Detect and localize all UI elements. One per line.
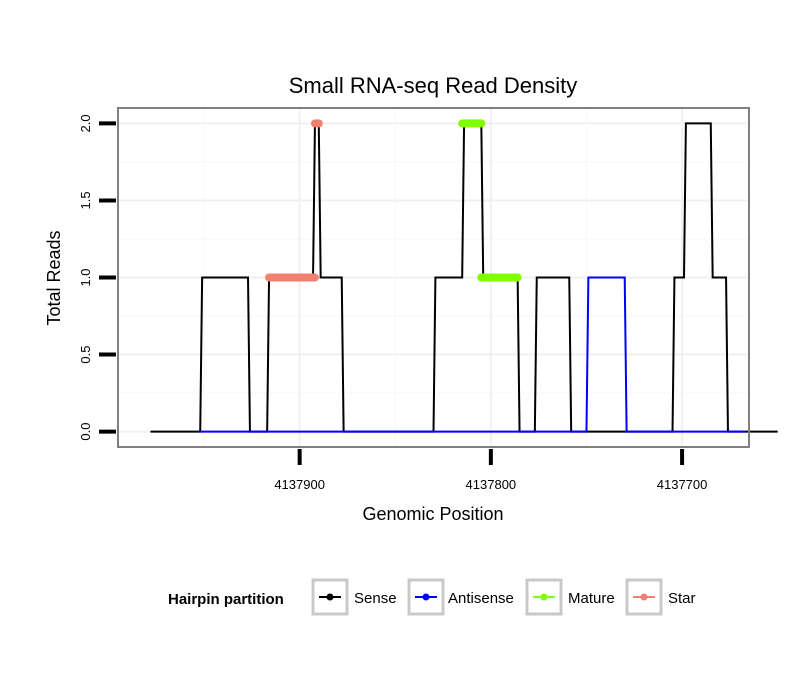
legend-items: Sense Antisense Mature Star [311,578,696,616]
y-tick-label: 0.5 [78,346,93,364]
legend-title: Hairpin partition [168,591,284,608]
legend-label: Sense [354,590,397,607]
legend-item-antisense: Antisense [407,578,514,616]
x-axis: 4137900 4137800 4137700 [274,449,707,492]
y-axis: 0.0 0.5 1.0 1.5 2.0 [78,114,116,441]
legend-item-mature: Mature [525,578,615,616]
x-tick-label: 4137700 [657,477,708,492]
y-axis-title: Total Reads [44,230,64,325]
legend-key-dot [422,593,430,601]
legend-key-dot [540,593,548,601]
legend-label: Mature [568,590,615,607]
series-layer [150,119,778,433]
legend-item-star: Star [625,578,696,616]
legend-key-dot [640,593,648,601]
x-axis-title: Genomic Position [362,504,503,524]
chart-title: Small RNA-seq Read Density [289,73,578,98]
x-tick-label: 4137800 [466,477,517,492]
legend-label: Star [668,590,696,607]
legend-key-dot [326,593,334,601]
y-tick-label: 2.0 [78,114,93,132]
y-tick-label: 1.5 [78,191,93,209]
legend-label: Antisense [448,590,514,607]
legend-item-sense: Sense [311,578,397,616]
plot-border [117,107,750,448]
series-line-antisense [200,276,746,433]
x-tick-label: 4137900 [274,477,325,492]
y-tick-label: 1.0 [78,268,93,286]
y-tick-label: 0.0 [78,423,93,441]
legend: Hairpin partition Sense Antisense Mature St… [168,578,696,616]
legend-key-box [407,578,445,616]
